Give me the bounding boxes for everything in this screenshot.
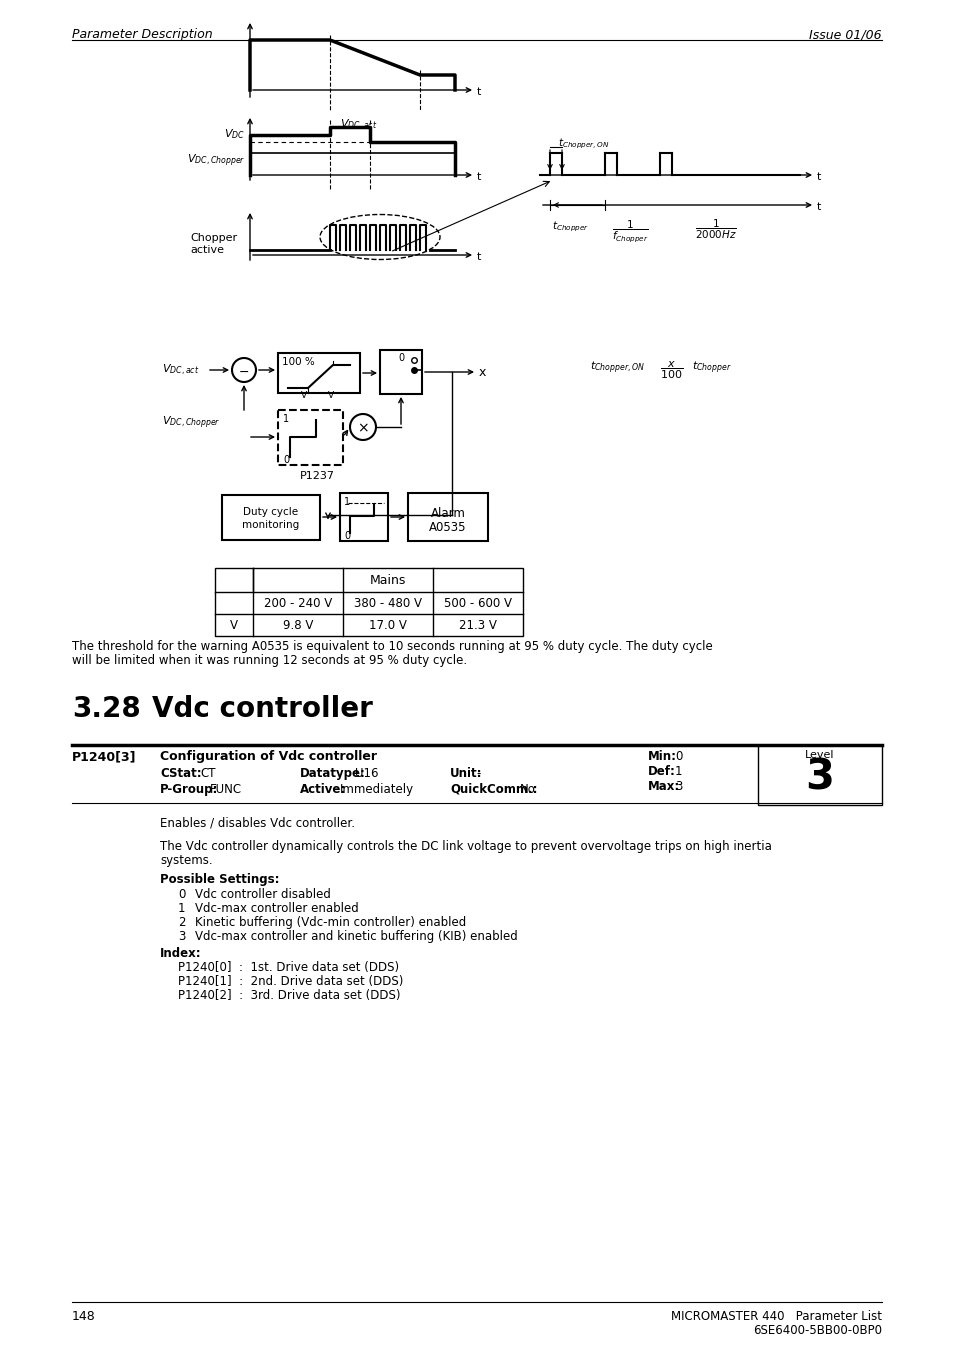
Bar (408, 493, 488, 540)
Text: CT: CT (200, 767, 215, 780)
Text: Vdc-max controller enabled: Vdc-max controller enabled (194, 902, 358, 915)
Text: t: t (816, 203, 821, 212)
Text: t: t (476, 86, 481, 97)
Bar (758, 744, 882, 805)
Text: $\dfrac{1}{2000Hz}$: $\dfrac{1}{2000Hz}$ (695, 218, 736, 242)
Text: $t_{Chopper, ON}$: $t_{Chopper, ON}$ (558, 136, 609, 151)
Text: Kinetic buffering (Vdc-min controller) enabled: Kinetic buffering (Vdc-min controller) e… (194, 916, 466, 929)
Text: The Vdc controller dynamically controls the DC link voltage to prevent overvolta: The Vdc controller dynamically controls … (160, 840, 771, 852)
Text: $t_{Chopper,ON}$: $t_{Chopper,ON}$ (589, 359, 644, 377)
Text: FUNC: FUNC (210, 784, 242, 796)
Text: will be limited when it was running 12 seconds at 95 % duty cycle.: will be limited when it was running 12 s… (71, 654, 467, 667)
Text: CStat:: CStat: (160, 767, 201, 780)
Text: 17.0 V: 17.0 V (369, 619, 407, 632)
Text: V: V (230, 619, 237, 632)
Text: 100 %: 100 % (282, 357, 314, 367)
Text: 500 - 600 V: 500 - 600 V (443, 597, 512, 611)
Text: active: active (190, 245, 224, 255)
Text: Enables / disables Vdc controller.: Enables / disables Vdc controller. (160, 817, 355, 830)
Text: 148: 148 (71, 1310, 95, 1323)
Text: 3.28: 3.28 (71, 694, 141, 723)
Text: t: t (476, 253, 481, 262)
Text: 21.3 V: 21.3 V (458, 619, 497, 632)
Bar (379, 350, 421, 394)
Text: $V_{DC}$: $V_{DC}$ (224, 127, 245, 141)
Text: U16: U16 (355, 767, 378, 780)
Text: monitoring: monitoring (242, 520, 299, 530)
Text: 0: 0 (344, 531, 350, 540)
Text: $t_{Chopper}$: $t_{Chopper}$ (552, 220, 589, 235)
Text: 0: 0 (178, 888, 185, 901)
Text: 3: 3 (675, 780, 681, 793)
Text: Configuration of Vdc controller: Configuration of Vdc controller (160, 750, 376, 763)
Text: Unit:: Unit: (450, 767, 482, 780)
Text: 1: 1 (344, 497, 350, 507)
Text: V: V (301, 390, 307, 400)
Text: 1: 1 (178, 902, 185, 915)
Text: $t_{Chopper}$: $t_{Chopper}$ (691, 359, 731, 377)
Bar (277, 409, 343, 465)
Text: 1: 1 (675, 765, 681, 778)
Text: 2: 2 (178, 916, 185, 929)
Text: Max:: Max: (647, 780, 679, 793)
Text: $V_{DC, Chopper}$: $V_{DC, Chopper}$ (187, 153, 245, 169)
Text: Immediately: Immediately (339, 784, 414, 796)
Text: $V_{DC, act}$: $V_{DC, act}$ (162, 363, 199, 378)
Text: $\dfrac{x}{100}$: $\dfrac{x}{100}$ (659, 359, 682, 381)
Text: Mains: Mains (370, 574, 406, 586)
Text: 9.8 V: 9.8 V (282, 619, 313, 632)
Text: 1: 1 (283, 413, 289, 424)
Text: 200 - 240 V: 200 - 240 V (264, 597, 332, 611)
Text: systems.: systems. (160, 854, 213, 867)
Text: Level: Level (804, 750, 834, 761)
Text: Parameter Description: Parameter Description (71, 28, 213, 41)
Text: Index:: Index: (160, 947, 201, 961)
Text: Def:: Def: (647, 765, 675, 778)
Text: P1240[0]  :  1st. Drive data set (DDS): P1240[0] : 1st. Drive data set (DDS) (178, 961, 398, 974)
Text: 380 - 480 V: 380 - 480 V (354, 597, 421, 611)
Text: A0535: A0535 (429, 521, 466, 534)
Text: Chopper: Chopper (190, 232, 237, 243)
Text: Min:: Min: (647, 750, 677, 763)
Text: $\dfrac{1}{f_{Chopper}}$: $\dfrac{1}{f_{Chopper}}$ (612, 218, 648, 243)
Text: Possible Settings:: Possible Settings: (160, 873, 279, 886)
Text: No: No (519, 784, 536, 796)
Text: P1237: P1237 (299, 471, 335, 481)
Bar (214, 567, 522, 636)
Text: 0: 0 (283, 455, 289, 465)
Bar (277, 353, 359, 393)
Text: P1240[3]: P1240[3] (71, 750, 136, 763)
Text: 3: 3 (178, 929, 185, 943)
Text: t: t (476, 172, 481, 182)
Text: P1240[1]  :  2nd. Drive data set (DDS): P1240[1] : 2nd. Drive data set (DDS) (178, 975, 403, 988)
Text: $V_{DC, act}$: $V_{DC, act}$ (339, 118, 377, 134)
Text: Vdc-max controller and kinetic buffering (KIB) enabled: Vdc-max controller and kinetic buffering… (194, 929, 517, 943)
Bar (222, 494, 319, 540)
Text: x: x (478, 366, 486, 380)
Text: P1240[2]  :  3rd. Drive data set (DDS): P1240[2] : 3rd. Drive data set (DDS) (178, 989, 400, 1002)
Text: 6SE6400-5BB00-0BP0: 6SE6400-5BB00-0BP0 (752, 1324, 882, 1337)
Text: MICROMASTER 440   Parameter List: MICROMASTER 440 Parameter List (670, 1310, 882, 1323)
Text: The threshold for the warning A0535 is equivalent to 10 seconds running at 95 % : The threshold for the warning A0535 is e… (71, 640, 712, 653)
Text: 3: 3 (804, 757, 834, 798)
Text: Duty cycle: Duty cycle (243, 507, 298, 517)
Bar (339, 493, 388, 540)
Text: -: - (476, 767, 480, 780)
Text: V: V (328, 390, 334, 400)
Text: ×: × (356, 422, 369, 435)
Text: Datatype:: Datatype: (299, 767, 366, 780)
Text: $V_{DC, Chopper}$: $V_{DC, Chopper}$ (162, 415, 220, 431)
Text: 0: 0 (675, 750, 681, 763)
Text: Alarm: Alarm (430, 507, 465, 520)
Text: Vdc controller: Vdc controller (152, 694, 373, 723)
Text: QuickComm.:: QuickComm.: (450, 784, 537, 796)
Text: −: − (238, 366, 249, 378)
Text: Active:: Active: (299, 784, 346, 796)
Text: Issue 01/06: Issue 01/06 (808, 28, 882, 41)
Text: 0: 0 (397, 353, 404, 363)
Text: Vdc controller disabled: Vdc controller disabled (194, 888, 331, 901)
Text: P-Group:: P-Group: (160, 784, 218, 796)
Text: t: t (816, 172, 821, 182)
